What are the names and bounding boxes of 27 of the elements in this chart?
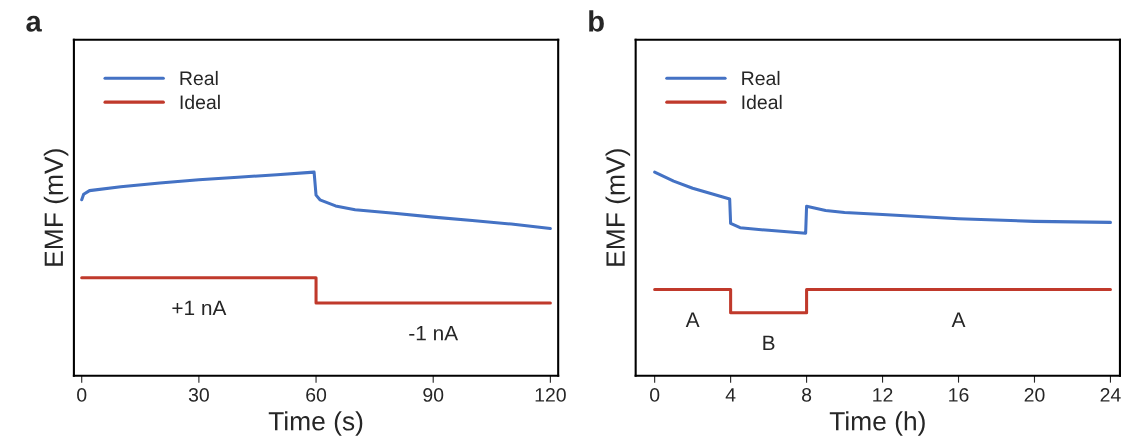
x-tick-label: 20 <box>1024 388 1045 402</box>
y-axis-title: EMF (mV) <box>43 149 69 266</box>
x-tick-label: 4 <box>725 388 736 402</box>
x-tick-label: 24 <box>1100 388 1121 402</box>
x-tick-label: 30 <box>188 388 209 402</box>
legend-label: Real <box>742 70 780 86</box>
chart-title: a <box>26 15 42 32</box>
y-axis-title: EMF (mV) <box>605 149 631 266</box>
legend-label: Ideal <box>742 94 782 110</box>
x-tick-label: 8 <box>802 388 812 402</box>
x-tick-label: 0 <box>650 388 660 402</box>
x-tick-label: 16 <box>949 388 969 402</box>
x-tick-label: 60 <box>306 388 327 402</box>
x-tick-label: 12 <box>873 388 893 402</box>
chart-title: b <box>589 10 604 32</box>
x-axis-title: Time (s) <box>268 411 363 436</box>
annotation: +1 nA <box>172 300 227 316</box>
x-tick-label: 120 <box>535 388 566 402</box>
x-tick-label: 0 <box>77 388 87 402</box>
annotation: A <box>685 312 700 327</box>
x-tick-label: 90 <box>423 388 444 402</box>
annotation: A <box>951 312 966 327</box>
annotation: -1 nA <box>409 326 459 341</box>
legend-label: Ideal <box>180 94 220 110</box>
annotation: B <box>763 335 775 351</box>
x-axis-title: Time (h) <box>829 411 925 436</box>
legend-label: Real <box>180 70 218 86</box>
